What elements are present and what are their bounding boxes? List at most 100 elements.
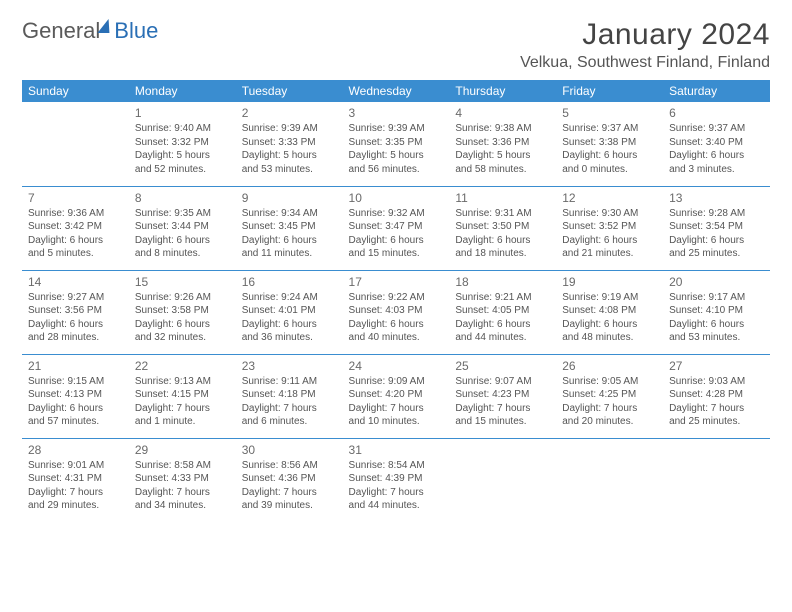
brand-logo: General Blue [22,18,158,44]
calendar-day-cell [22,102,129,186]
calendar-head: Sunday Monday Tuesday Wednesday Thursday… [22,80,770,102]
day-number: 9 [242,190,337,206]
calendar-body: 1Sunrise: 9:40 AMSunset: 3:32 PMDaylight… [22,102,770,522]
calendar-week-row: 1Sunrise: 9:40 AMSunset: 3:32 PMDaylight… [22,102,770,186]
daylight-line: Daylight: 6 hours [455,234,550,248]
calendar-day-cell [663,438,770,522]
day-number: 15 [135,274,230,290]
sunrise-line: Sunrise: 9:05 AM [562,375,657,389]
calendar-day-cell: 1Sunrise: 9:40 AMSunset: 3:32 PMDaylight… [129,102,236,186]
sunrise-line: Sunrise: 8:56 AM [242,459,337,473]
day-number: 8 [135,190,230,206]
daylight-line: and 32 minutes. [135,331,230,345]
day-number: 14 [28,274,123,290]
daylight-line: and 36 minutes. [242,331,337,345]
daylight-line: and 25 minutes. [669,247,764,261]
sunset-line: Sunset: 3:52 PM [562,220,657,234]
sunset-line: Sunset: 3:44 PM [135,220,230,234]
daylight-line: Daylight: 6 hours [669,149,764,163]
daylight-line: and 53 minutes. [242,163,337,177]
header: General Blue January 2024 Velkua, Southw… [22,18,770,72]
calendar-table: Sunday Monday Tuesday Wednesday Thursday… [22,80,770,522]
sunset-line: Sunset: 3:35 PM [349,136,444,150]
weekday-header: Wednesday [343,80,450,102]
daylight-line: Daylight: 7 hours [349,402,444,416]
brand-part1: General [22,18,100,44]
sunset-line: Sunset: 3:38 PM [562,136,657,150]
day-number: 4 [455,105,550,121]
calendar-week-row: 7Sunrise: 9:36 AMSunset: 3:42 PMDaylight… [22,186,770,270]
calendar-week-row: 21Sunrise: 9:15 AMSunset: 4:13 PMDayligh… [22,354,770,438]
sunrise-line: Sunrise: 9:30 AM [562,207,657,221]
sunset-line: Sunset: 4:25 PM [562,388,657,402]
calendar-day-cell: 15Sunrise: 9:26 AMSunset: 3:58 PMDayligh… [129,270,236,354]
daylight-line: and 34 minutes. [135,499,230,513]
calendar-day-cell: 22Sunrise: 9:13 AMSunset: 4:15 PMDayligh… [129,354,236,438]
calendar-day-cell: 30Sunrise: 8:56 AMSunset: 4:36 PMDayligh… [236,438,343,522]
daylight-line: and 39 minutes. [242,499,337,513]
calendar-day-cell: 21Sunrise: 9:15 AMSunset: 4:13 PMDayligh… [22,354,129,438]
daylight-line: and 5 minutes. [28,247,123,261]
daylight-line: Daylight: 5 hours [242,149,337,163]
daylight-line: and 25 minutes. [669,415,764,429]
daylight-line: and 56 minutes. [349,163,444,177]
daylight-line: and 28 minutes. [28,331,123,345]
sunrise-line: Sunrise: 9:34 AM [242,207,337,221]
sunrise-line: Sunrise: 9:27 AM [28,291,123,305]
sunset-line: Sunset: 4:15 PM [135,388,230,402]
sunset-line: Sunset: 3:58 PM [135,304,230,318]
daylight-line: Daylight: 6 hours [562,234,657,248]
daylight-line: and 3 minutes. [669,163,764,177]
calendar-day-cell [556,438,663,522]
calendar-day-cell: 26Sunrise: 9:05 AMSunset: 4:25 PMDayligh… [556,354,663,438]
daylight-line: and 1 minute. [135,415,230,429]
calendar-day-cell: 2Sunrise: 9:39 AMSunset: 3:33 PMDaylight… [236,102,343,186]
sunset-line: Sunset: 4:01 PM [242,304,337,318]
sunrise-line: Sunrise: 8:54 AM [349,459,444,473]
daylight-line: Daylight: 7 hours [135,402,230,416]
day-number: 19 [562,274,657,290]
sunset-line: Sunset: 3:33 PM [242,136,337,150]
calendar-day-cell: 18Sunrise: 9:21 AMSunset: 4:05 PMDayligh… [449,270,556,354]
sunrise-line: Sunrise: 9:22 AM [349,291,444,305]
daylight-line: Daylight: 5 hours [349,149,444,163]
calendar-day-cell: 6Sunrise: 9:37 AMSunset: 3:40 PMDaylight… [663,102,770,186]
sunrise-line: Sunrise: 9:38 AM [455,122,550,136]
sunrise-line: Sunrise: 9:37 AM [562,122,657,136]
calendar-day-cell: 19Sunrise: 9:19 AMSunset: 4:08 PMDayligh… [556,270,663,354]
day-number: 7 [28,190,123,206]
calendar-day-cell: 5Sunrise: 9:37 AMSunset: 3:38 PMDaylight… [556,102,663,186]
daylight-line: Daylight: 6 hours [455,318,550,332]
daylight-line: and 52 minutes. [135,163,230,177]
calendar-week-row: 14Sunrise: 9:27 AMSunset: 3:56 PMDayligh… [22,270,770,354]
sunrise-line: Sunrise: 9:09 AM [349,375,444,389]
sunset-line: Sunset: 3:40 PM [669,136,764,150]
sunrise-line: Sunrise: 9:15 AM [28,375,123,389]
day-number: 27 [669,358,764,374]
daylight-line: Daylight: 6 hours [562,149,657,163]
day-number: 28 [28,442,123,458]
daylight-line: Daylight: 6 hours [562,318,657,332]
daylight-line: Daylight: 7 hours [28,486,123,500]
brand-mark-icon [98,19,115,33]
sunset-line: Sunset: 4:33 PM [135,472,230,486]
calendar-day-cell: 28Sunrise: 9:01 AMSunset: 4:31 PMDayligh… [22,438,129,522]
sunrise-line: Sunrise: 9:37 AM [669,122,764,136]
sunrise-line: Sunrise: 9:13 AM [135,375,230,389]
calendar-day-cell: 4Sunrise: 9:38 AMSunset: 3:36 PMDaylight… [449,102,556,186]
sunrise-line: Sunrise: 9:35 AM [135,207,230,221]
daylight-line: and 6 minutes. [242,415,337,429]
sunrise-line: Sunrise: 9:36 AM [28,207,123,221]
daylight-line: and 48 minutes. [562,331,657,345]
day-number: 21 [28,358,123,374]
daylight-line: Daylight: 6 hours [349,318,444,332]
daylight-line: Daylight: 7 hours [349,486,444,500]
sunset-line: Sunset: 3:50 PM [455,220,550,234]
day-number: 20 [669,274,764,290]
day-number: 17 [349,274,444,290]
daylight-line: and 20 minutes. [562,415,657,429]
day-number: 12 [562,190,657,206]
day-number: 25 [455,358,550,374]
sunset-line: Sunset: 3:36 PM [455,136,550,150]
sunrise-line: Sunrise: 9:40 AM [135,122,230,136]
